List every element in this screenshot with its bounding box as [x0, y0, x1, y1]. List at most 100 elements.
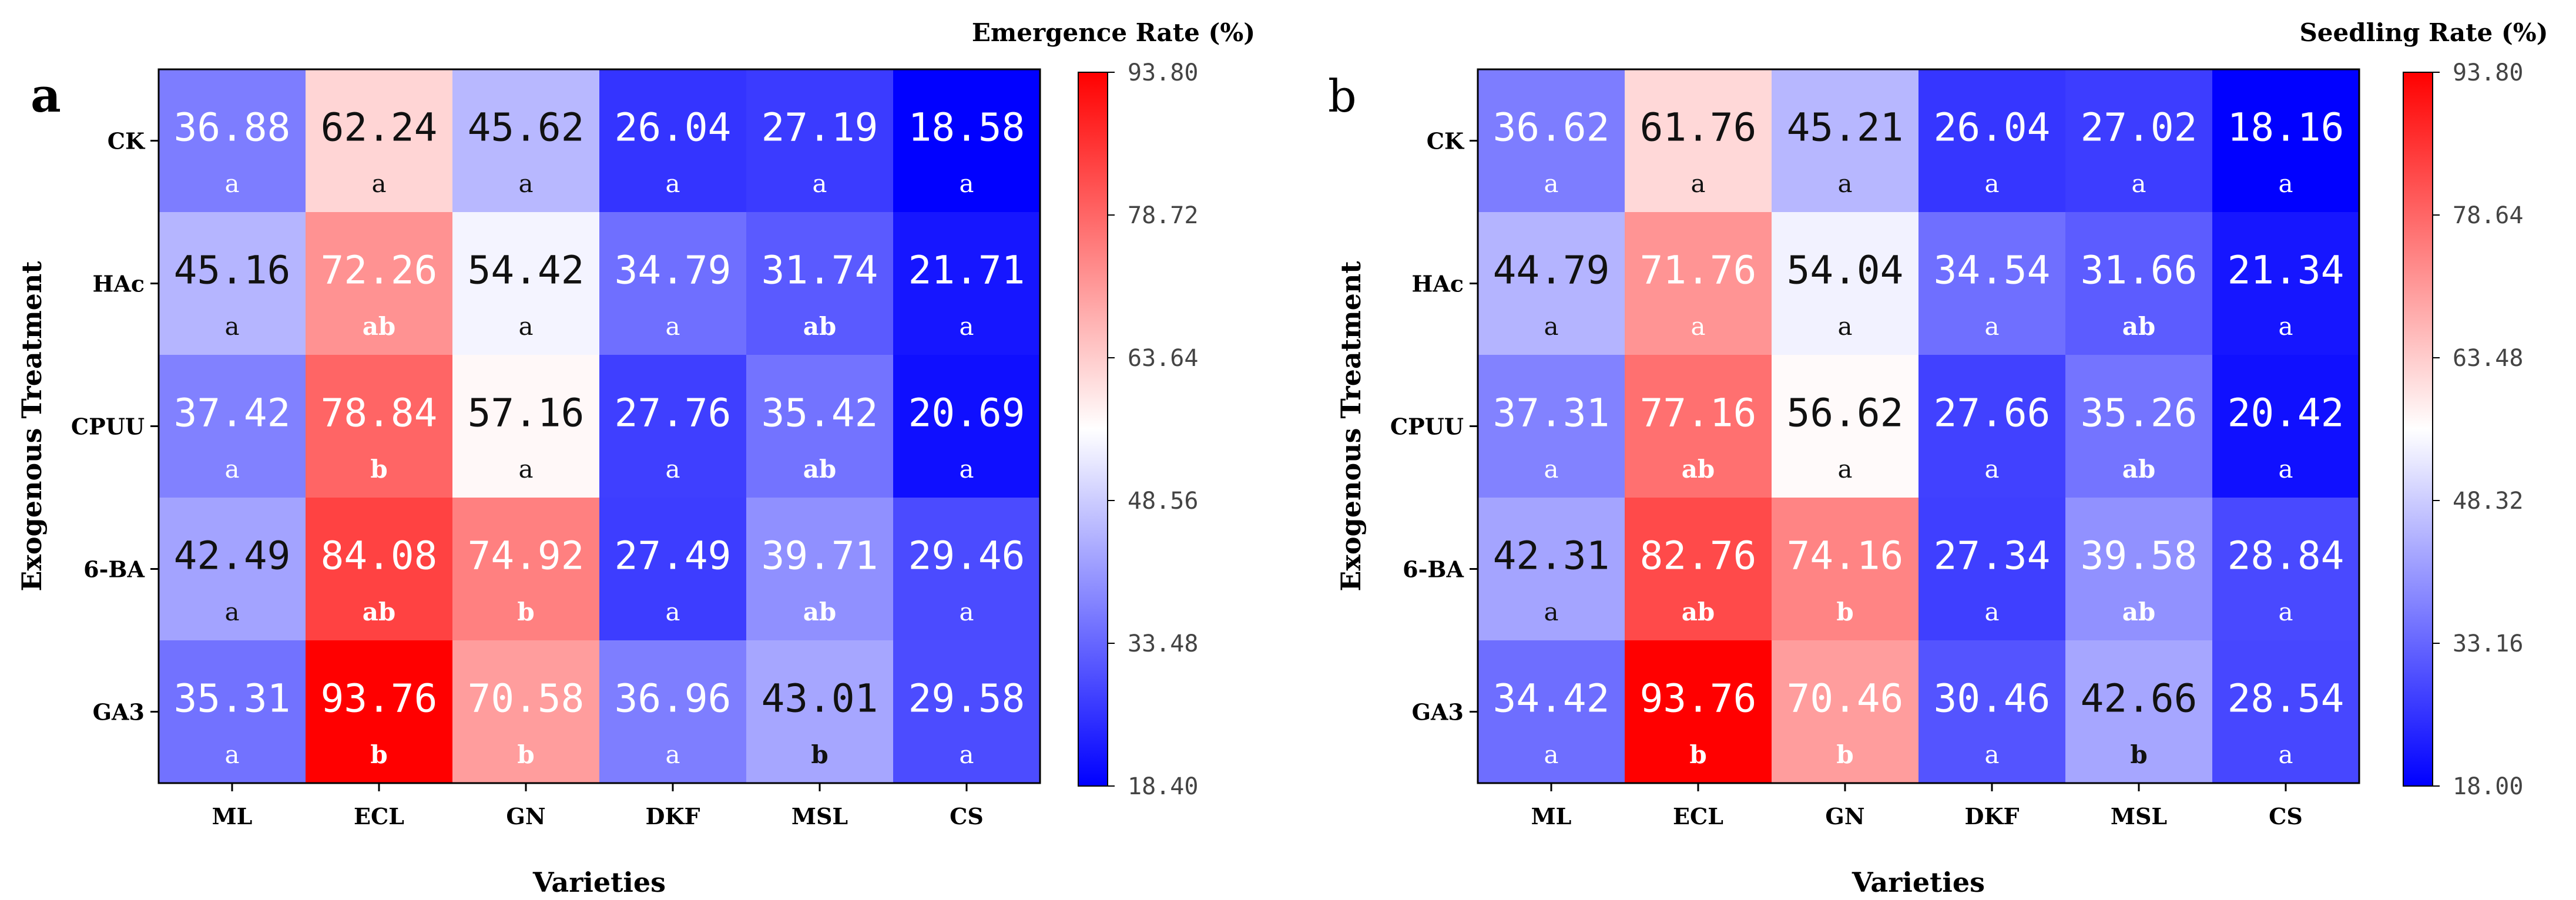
cell-value: 29.58: [908, 676, 1025, 721]
cell-letter: b: [1689, 740, 1706, 769]
colorbar-tick-label: 18.40: [1128, 773, 1198, 800]
cell-letter: ab: [1682, 455, 1715, 483]
heatmap-cell: [1478, 498, 1625, 641]
colorbar: [1078, 72, 1108, 787]
y-tick-label: 6-BA: [83, 556, 145, 583]
colorbar-tick-label: 63.48: [2453, 345, 2523, 372]
cell-value: 74.16: [1787, 533, 1904, 579]
cell-value: 54.42: [468, 248, 585, 293]
cell-value: 72.26: [321, 248, 438, 293]
panel-a: a 36.88 a 62.24 a 45.62 a 26.04 a 27.19 a 18.58 a 45.…: [16, 18, 1255, 898]
panel-label: a: [31, 68, 61, 123]
x-tick-label: GN: [1825, 803, 1864, 830]
colorbar-title: Seedling Rate (%): [2299, 18, 2548, 47]
cell-value: 77.16: [1640, 391, 1757, 436]
cell-letter: ab: [363, 312, 396, 341]
heatmap-cell: [1478, 212, 1625, 355]
cell-letter: a: [518, 169, 533, 198]
heatmap-cell: [746, 355, 894, 498]
colorbar-tick-label: 93.80: [2453, 59, 2523, 86]
cell-letter: b: [1836, 597, 1853, 626]
cell-letter: a: [224, 740, 239, 769]
cell-letter: a: [1690, 312, 1705, 341]
cell-value: 93.76: [321, 676, 438, 721]
cell-letter: a: [959, 312, 974, 341]
heatmap-cell: [306, 69, 453, 213]
colorbar: [2403, 72, 2433, 787]
cell-value: 36.62: [1493, 105, 1610, 150]
y-tick-label: HAc: [92, 271, 145, 297]
cell-value: 78.84: [321, 391, 438, 436]
x-axis-label: Varieties: [532, 867, 666, 898]
heatmap-cell: [159, 640, 306, 784]
cell-letter: a: [518, 312, 533, 341]
cell-letter: a: [1984, 597, 1999, 626]
cell-value: 37.31: [1493, 391, 1610, 436]
cell-value: 31.74: [762, 248, 878, 293]
cell-letter: a: [1837, 312, 1852, 341]
cell-letter: b: [811, 740, 828, 769]
heatmap-cell: [893, 640, 1041, 784]
heatmap-cell: [746, 498, 894, 641]
cell-value: 27.66: [1934, 391, 2051, 436]
cell-value: 27.19: [762, 105, 878, 150]
y-tick-label: GA3: [93, 699, 145, 726]
cell-letter: a: [959, 597, 974, 626]
cell-value: 28.84: [2228, 533, 2344, 579]
heatmap-cell: [452, 355, 600, 498]
cell-value: 61.76: [1640, 105, 1757, 150]
heatmap-cell: [2212, 212, 2360, 355]
cell-value: 70.58: [468, 676, 585, 721]
x-tick-label: DKF: [1965, 803, 2020, 830]
cell-letter: b: [1836, 740, 1853, 769]
cell-value: 45.21: [1787, 105, 1904, 150]
heatmap-cell: [1918, 69, 2066, 213]
heatmap-cell: [599, 212, 747, 355]
heatmap-cell: [2065, 640, 2213, 784]
heatmap-cell: [1625, 498, 1772, 641]
cell-value: 42.49: [174, 533, 291, 579]
colorbar-tick-label: 78.72: [1128, 202, 1198, 229]
cell-letter: a: [2278, 312, 2293, 341]
heatmap-cell: [1478, 355, 1625, 498]
cell-letter: a: [1544, 740, 1558, 769]
cell-letter: b: [517, 597, 534, 626]
x-tick-label: DKF: [646, 803, 700, 830]
x-tick-label: ML: [212, 803, 253, 830]
cell-value: 70.46: [1787, 676, 1904, 721]
heatmap-cell: [159, 355, 306, 498]
y-axis-label: Exogenous Treatment: [1335, 261, 1367, 592]
heatmap-cell: [1625, 212, 1772, 355]
heatmap-cell: [599, 355, 747, 498]
heatmap-cell: [2212, 640, 2360, 784]
cell-value: 18.16: [2228, 105, 2344, 150]
cell-value: 27.49: [615, 533, 732, 579]
colorbar-tick-label: 48.32: [2453, 488, 2523, 515]
heatmap-cell: [1772, 640, 1919, 784]
cell-letter: ab: [803, 455, 837, 483]
heatmap-cell: [2212, 498, 2360, 641]
cell-letter: a: [1544, 169, 1558, 198]
cell-letter: b: [370, 740, 387, 769]
cell-letter: a: [1837, 169, 1852, 198]
x-tick-label: ECL: [354, 803, 404, 830]
cell-value: 84.08: [321, 533, 438, 579]
colorbar-tick-label: 33.16: [2453, 630, 2523, 657]
colorbar-tick-label: 18.00: [2453, 773, 2523, 800]
colorbar-tick-label: 78.64: [2453, 202, 2523, 229]
cell-letter: a: [1984, 740, 1999, 769]
cell-value: 93.76: [1640, 676, 1757, 721]
heatmap-cell: [2065, 69, 2213, 213]
cell-value: 74.92: [468, 533, 585, 579]
heatmap-cell: [1918, 212, 2066, 355]
cell-value: 35.31: [174, 676, 291, 721]
y-tick-label: GA3: [1412, 699, 1464, 726]
cell-letter: a: [224, 597, 239, 626]
x-tick-label: CS: [950, 803, 984, 830]
heatmap-cell: [159, 69, 306, 213]
heatmap-cell: [452, 498, 600, 641]
heatmap-cell: [893, 212, 1041, 355]
cell-value: 28.54: [2228, 676, 2344, 721]
cell-value: 27.34: [1934, 533, 2051, 579]
heatmap-cell: [1918, 498, 2066, 641]
